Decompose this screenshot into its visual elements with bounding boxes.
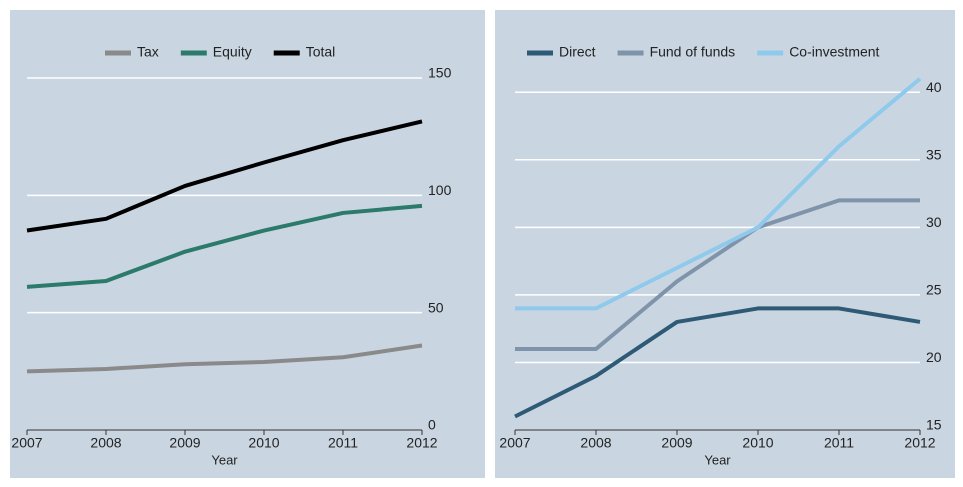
y-tick-label: 150 <box>428 65 452 81</box>
legend-label: Equity <box>213 44 252 60</box>
x-tick-label: 2008 <box>580 435 611 451</box>
x-tick-label: 2008 <box>90 435 121 451</box>
legend-label: Direct <box>559 44 596 60</box>
x-axis-label: Year <box>211 452 238 467</box>
series-line <box>515 77 922 311</box>
panel <box>10 10 485 478</box>
x-tick-label: 2010 <box>742 435 773 451</box>
x-tick-label: 2009 <box>661 435 692 451</box>
x-tick-label: 2007 <box>11 435 42 451</box>
y-tick-label: 15 <box>926 417 942 433</box>
y-tick-label: 50 <box>428 299 444 315</box>
x-tick-label: 2012 <box>904 435 935 451</box>
x-tick-label: 2010 <box>248 435 279 451</box>
x-tick-label: 2011 <box>824 435 854 451</box>
y-tick-label: 20 <box>926 349 942 365</box>
series-line <box>26 119 423 233</box>
x-axis-label: Year <box>704 452 731 467</box>
y-tick-label: 30 <box>926 214 942 230</box>
legend-label: Fund of funds <box>650 44 736 60</box>
legend-label: Total <box>306 44 336 60</box>
y-tick-label: 25 <box>926 282 942 298</box>
series-line <box>26 203 423 289</box>
series-line <box>515 198 920 351</box>
y-tick-label: 0 <box>428 417 436 433</box>
y-tick-label: 40 <box>926 79 942 95</box>
y-tick-label: 35 <box>926 147 942 163</box>
x-tick-label: 2009 <box>169 435 200 451</box>
x-tick-label: 2007 <box>499 435 530 451</box>
series-line <box>514 306 921 419</box>
legend-label: Tax <box>137 44 159 60</box>
legend-label: Co-investment <box>789 44 879 60</box>
x-tick-label: 2012 <box>406 435 437 451</box>
y-tick-label: 100 <box>428 182 452 198</box>
series-line <box>26 343 423 374</box>
x-tick-label: 2011 <box>328 435 358 451</box>
